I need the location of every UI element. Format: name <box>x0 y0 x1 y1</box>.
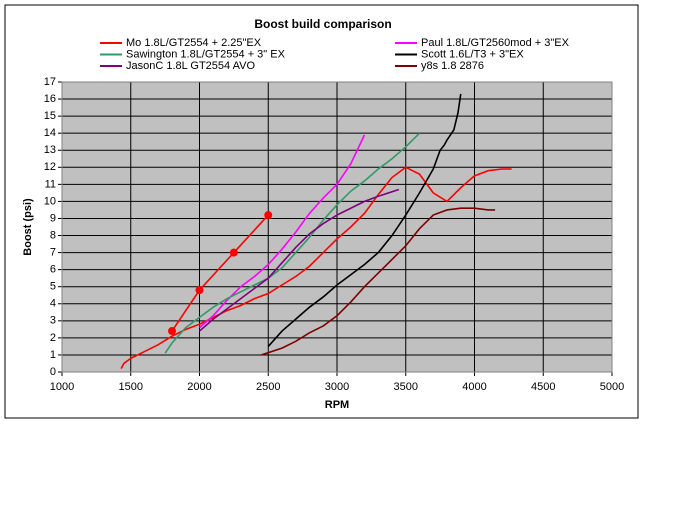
series-line <box>171 214 269 332</box>
y-tick-label: 1 <box>50 349 56 361</box>
series-line <box>120 166 512 369</box>
y-tick-label: 13 <box>44 144 56 156</box>
x-tick-label: 2500 <box>256 381 280 393</box>
x-tick-label: 2000 <box>187 381 211 393</box>
series-marker <box>195 286 204 295</box>
y-tick-label: 12 <box>44 161 56 173</box>
x-tick-label: 5000 <box>600 381 624 393</box>
y-tick-label: 9 <box>50 212 56 224</box>
y-tick-label: 11 <box>45 178 56 190</box>
x-tick-label: 1000 <box>50 381 74 393</box>
x-tick-label: 4500 <box>531 381 555 393</box>
plot-border <box>61 81 613 373</box>
series-marker <box>264 211 273 220</box>
series-marker <box>168 327 176 336</box>
legend-label: Sawington 1.8L/GT2554 + 3" EX <box>126 48 286 60</box>
series-marker <box>229 248 238 257</box>
legend-label: JasonC 1.8L GT2554 AVO <box>126 60 255 72</box>
y-tick-label: 10 <box>44 195 56 207</box>
legend-label: y8s 1.8 2876 <box>421 60 484 72</box>
y-axis-title: Boost (psi) <box>22 198 34 256</box>
legend-label: Mo 1.8L/GT2554 + 2.25"EX <box>126 37 262 49</box>
x-tick-label: 3000 <box>325 381 349 393</box>
legend-label: Paul 1.8L/GT2560mod + 3"EX <box>421 37 570 49</box>
series-line <box>261 207 496 356</box>
y-tick-label: 2 <box>50 332 56 344</box>
x-tick-label: 4000 <box>462 381 486 393</box>
y-tick-label: 14 <box>44 127 56 139</box>
series-line <box>267 93 462 347</box>
y-tick-label: 0 <box>50 366 56 378</box>
chart-title: Boost build comparison <box>254 17 391 31</box>
y-tick-label: 15 <box>44 110 56 122</box>
x-tick-label: 3500 <box>394 381 418 393</box>
y-tick-label: 8 <box>50 229 56 241</box>
y-tick-label: 6 <box>50 264 56 276</box>
legend-label: Scott 1.6L/T3 + 3"EX <box>421 48 524 60</box>
series-line <box>198 134 366 329</box>
series-line <box>198 188 400 332</box>
y-tick-label: 3 <box>50 315 56 327</box>
y-tick-label: 5 <box>50 281 56 293</box>
y-tick-label: 16 <box>44 93 56 105</box>
y-tick-label: 4 <box>50 298 56 310</box>
x-axis-title: RPM <box>325 399 349 411</box>
series-line <box>164 132 421 354</box>
y-tick-label: 7 <box>50 246 56 258</box>
x-tick-label: 1500 <box>119 381 143 393</box>
y-tick-label: 17 <box>44 76 56 88</box>
